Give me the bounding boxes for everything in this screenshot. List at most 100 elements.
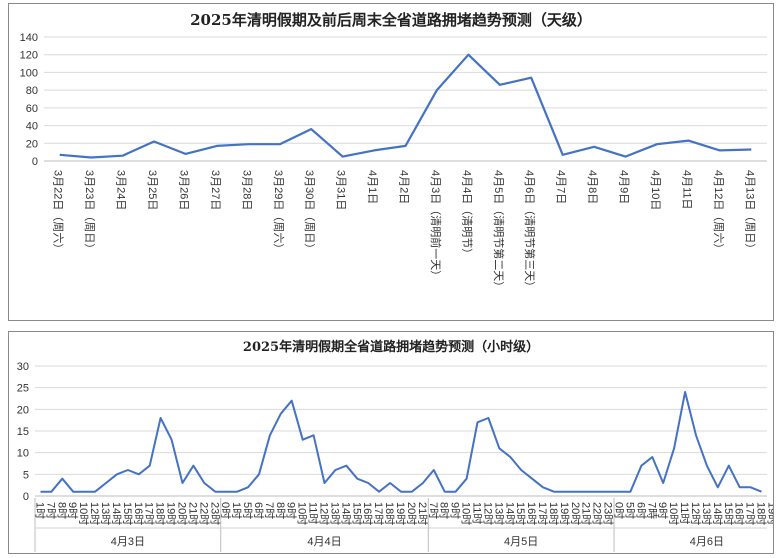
hour-tick-label: 20时 <box>175 502 188 525</box>
hour-tick-label: 9时 <box>66 502 79 519</box>
hour-tick-label: 15时 <box>722 502 735 525</box>
hour-tick-label: 12时 <box>88 502 101 525</box>
daily-chart-title: 2025年清明假期及前后周末全省道路拥堵趋势预测（天级） <box>190 11 592 29</box>
x-tick-label: 3月30日（周日） <box>303 170 316 254</box>
hour-tick-label: 17时 <box>536 502 549 525</box>
day-group-label: 4月4日 <box>307 536 341 548</box>
hour-tick-label: 0时 <box>219 502 232 519</box>
hourly-chart-title: 2025年清明假期全省道路拥堵趋势预测（小时级） <box>243 339 539 355</box>
day-group-label: 4月3日 <box>111 536 145 548</box>
hour-tick-label: 23时 <box>208 502 221 525</box>
hour-tick-label: 5时 <box>241 502 254 519</box>
x-tick-label: 4月2日 <box>398 170 410 204</box>
hour-tick-label: 10时 <box>667 502 680 525</box>
y-tick-label: 30 <box>17 361 29 373</box>
y-tick-label: 20 <box>26 138 38 150</box>
y-tick-label: 0 <box>32 156 38 168</box>
hour-tick-label: 14时 <box>503 502 516 525</box>
x-tick-label: 4月8日 <box>586 170 598 204</box>
hour-tick-label: 13时 <box>492 502 505 525</box>
hour-tick-label: 7时 <box>263 502 276 519</box>
y-tick-label: 120 <box>20 50 38 62</box>
hour-tick-label: 21时 <box>580 502 593 525</box>
hour-tick-label: 11时 <box>307 502 320 524</box>
x-tick-label: 3月22日（周六） <box>52 170 65 254</box>
x-tick-label: 4月10日 <box>649 170 661 210</box>
day-group-label: 4月5日 <box>504 536 538 548</box>
hour-tick-label: 14时 <box>339 502 352 525</box>
hour-tick-label: 1时 <box>33 502 46 519</box>
x-tick-label: 4月13日（周日） <box>743 170 756 254</box>
hour-tick-label: 10时 <box>77 502 90 525</box>
hour-tick-label: 7時 <box>645 502 658 519</box>
x-tick-label: 4月5日（清明节第二天） <box>492 170 506 292</box>
hour-tick-label: 18时 <box>383 502 396 525</box>
y-tick-label: 80 <box>26 85 38 97</box>
x-tick-label: 4月1日 <box>366 170 378 204</box>
hour-tick-label: 19时 <box>765 502 773 525</box>
hour-tick-label: 11时 <box>470 502 483 524</box>
hour-tick-label: 18时 <box>755 502 768 525</box>
hour-tick-label: 15时 <box>514 502 527 525</box>
x-tick-label: 4月7日 <box>555 170 567 204</box>
y-tick-label: 25 <box>17 383 29 395</box>
x-tick-label: 3月23日（周日） <box>83 170 96 254</box>
hour-tick-label: 18时 <box>154 502 167 525</box>
hour-tick-label: 1时 <box>230 502 243 519</box>
hour-tick-label: 17时 <box>744 502 757 525</box>
hour-tick-label: 7时 <box>427 502 440 519</box>
hour-tick-label: 16时 <box>361 502 374 525</box>
x-tick-label: 3月26日 <box>177 170 189 210</box>
hour-tick-label: 14时 <box>711 502 724 525</box>
hour-tick-label: 22时 <box>591 502 604 525</box>
hour-tick-label: 19时 <box>558 502 571 525</box>
hour-tick-label: 23时 <box>602 502 615 525</box>
hour-tick-label: 5时 <box>623 502 636 519</box>
daily-chart-panel: 2025年清明假期及前后周末全省道路拥堵趋势预测（天级） 0 20 40 60 80 10… <box>8 3 774 321</box>
y-tick-label: 15 <box>17 426 29 438</box>
y-tick-label: 5 <box>23 469 29 481</box>
day-group-label: 4月6日 <box>690 536 724 548</box>
hour-tick-label: 15时 <box>121 502 134 525</box>
hour-tick-label: 9时 <box>449 502 462 519</box>
x-tick-label: 3月28日 <box>240 170 252 210</box>
hour-tick-label: 13时 <box>99 502 112 525</box>
hour-tick-label: 12时 <box>481 502 494 525</box>
hour-tick-label: 19时 <box>394 502 407 525</box>
hour-tick-label: 0时 <box>613 502 626 519</box>
hourly-series-line <box>40 391 762 493</box>
x-tick-label: 3月31日 <box>335 170 347 210</box>
hour-tick-label: 16时 <box>525 502 538 525</box>
hour-tick-label: 17时 <box>372 502 385 525</box>
x-tick-label: 4月11日 <box>680 170 692 210</box>
hour-tick-label: 16时 <box>733 502 746 525</box>
hour-tick-label: 15时 <box>350 502 363 525</box>
hour-tick-label: 7时 <box>44 502 57 519</box>
x-tick-label: 3月24日 <box>115 170 127 210</box>
hour-tick-label: 20时 <box>405 502 418 525</box>
hourly-congestion-chart: 2025年清明假期全省道路拥堵趋势预测（小时级） 0 5 10 15 20 25 30 1时… <box>17 339 782 552</box>
hour-tick-label: 9时 <box>285 502 298 519</box>
hour-tick-label: 17时 <box>143 502 156 525</box>
x-tick-label: 4月6日（清明节第三天） <box>523 170 537 292</box>
x-tick-label: 4月12日（周六） <box>712 170 725 254</box>
hour-tick-label: 8时 <box>274 502 287 519</box>
hour-tick-label: 6时 <box>634 502 647 519</box>
hour-tick-label: 20时 <box>569 502 582 525</box>
y-tick-label: 10 <box>17 448 29 460</box>
hour-tick-label: 10时 <box>460 502 473 525</box>
x-tick-label: 3月27日 <box>209 170 221 210</box>
hour-tick-label: 13时 <box>328 502 341 525</box>
hour-tick-label: 12时 <box>689 502 702 525</box>
hour-tick-label: 16时 <box>132 502 145 525</box>
x-tick-label: 3月29日（周六） <box>272 170 285 254</box>
hour-tick-label: 22时 <box>197 502 210 525</box>
hour-tick-label: 13时 <box>700 502 713 525</box>
hour-tick-label: 18时 <box>547 502 560 525</box>
y-tick-label: 60 <box>26 103 38 115</box>
x-tick-label: 4月4日（清明节） <box>460 170 473 259</box>
hour-tick-label: 9时 <box>656 502 669 519</box>
hour-tick-label: 8时 <box>55 502 68 519</box>
hour-tick-label: 21时 <box>186 502 199 525</box>
x-tick-label: 3月25日 <box>146 170 158 210</box>
